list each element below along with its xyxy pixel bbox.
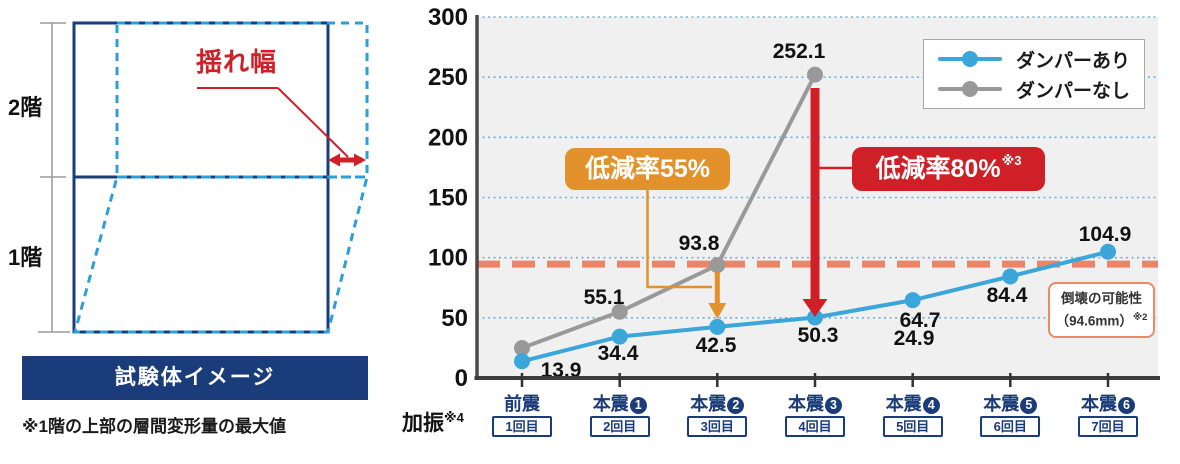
x-category-name: 本震 4 [865,390,961,414]
data-point [514,340,530,357]
circled-number-icon: 4 [922,397,940,414]
reduction-80-text: 低減率80% [875,155,1001,183]
data-point [904,292,921,309]
chart-panel: 24.9 55.1 93.8 252.1 13.9 34.4 42.5 50.3 64.7 84.… [400,0,1180,464]
circled-number-icon: 2 [727,397,745,414]
circled-number-icon: 3 [825,397,842,414]
data-point [611,328,628,345]
reduction-55-text: 低減率55% [584,155,711,183]
collapse-note-line1: 倒壊の可能性 [1061,291,1142,306]
reduction-80-badge: 低減率80% ※3 [852,147,1045,191]
x-caption-text: 加振 [402,412,444,435]
without-damper-dot-icon [962,81,978,97]
with-damper-line-sample [938,51,1002,67]
svg-text:93.8: 93.8 [679,232,720,255]
x-category-name: 本震 5 [962,390,1058,414]
x-category-3: 本震 2 3回目 [669,390,765,437]
trial-count-box: 6回目 [980,416,1041,437]
data-point [807,309,823,326]
data-point [709,257,726,274]
series-with-damper [514,243,1116,370]
specimen-banner: 試験体イメージ [22,356,368,400]
trial-count-box: 1回目 [492,416,552,437]
x-category-name: 本震 2 [669,390,765,414]
without-damper-line-sample [938,81,1002,97]
svg-text:200: 200 [428,124,468,151]
reduction-80-note: ※3 [1001,153,1022,168]
trial-count-box: 7回目 [1078,416,1138,437]
circled-number-icon: 1 [629,397,647,414]
svg-text:50.3: 50.3 [798,324,839,347]
trial-count-box: 4回目 [785,416,845,437]
svg-text:100: 100 [428,245,468,272]
data-point [807,66,823,83]
reduction-80-arrow [802,88,853,317]
svg-text:104.9: 104.9 [1079,223,1132,246]
svg-text:34.4: 34.4 [598,342,639,365]
specimen-footnote: ※1階の上部の層間変形量の最大値 [22,417,286,436]
svg-text:24.9: 24.9 [894,327,935,350]
svg-text:50: 50 [441,305,468,332]
data-point [709,318,726,335]
svg-text:42.5: 42.5 [696,334,737,357]
x-category-name: 本震 6 [1060,390,1156,414]
chart-legend: ダンパーあり ダンパーなし [923,39,1145,109]
circled-number-icon: 6 [1118,397,1135,414]
svg-text:84.4: 84.4 [987,284,1028,307]
data-point [1002,268,1019,285]
x-category-name: 前震 [504,394,540,414]
specimen-panel: 2階 1階 揺れ幅 試験体イメージ ※1階の上部の層間変形量の最大値 [0,0,400,464]
x-category-5: 本震 4 5回目 [865,390,961,437]
x-category-name: 本震 3 [767,390,863,414]
svg-text:252.1: 252.1 [773,40,826,63]
svg-text:150: 150 [428,185,468,212]
data-point [611,303,628,320]
trial-count-box: 3回目 [687,416,748,437]
legend-label: ダンパーなし [1016,80,1131,102]
svg-text:300: 300 [428,4,468,31]
x-category-name: 本震 1 [572,390,668,414]
x-category-7: 本震 6 7回目 [1060,390,1156,437]
specimen-diagram [38,21,369,334]
svg-text:0: 0 [455,365,468,392]
axes [474,15,1160,387]
x-category-6: 本震 5 6回目 [962,390,1058,437]
x-category-4: 本震 3 4回目 [767,390,863,437]
legend-item-with-damper: ダンパーあり [938,46,1144,72]
with-damper-dot-icon [962,51,978,67]
collapse-note-line2: （94.6mm） [1055,313,1133,329]
x-category-1: 前震 1回目 [474,390,570,437]
sway-width-label: 揺れ幅 [196,47,278,77]
reduction-55-arrow [646,190,727,319]
collapse-threshold-note: 倒壊の可能性 （94.6mm）※2 [1048,282,1155,338]
x-category-2: 本震 1 2回目 [572,390,668,437]
data-point [1100,243,1116,260]
legend-item-without-damper: ダンパーなし [938,76,1144,102]
trial-count-box: 2回目 [589,416,650,437]
svg-text:55.1: 55.1 [584,286,625,309]
reduction-55-badge: 低減率55% [565,148,730,190]
sway-annotation [197,87,366,167]
svg-text:250: 250 [428,64,468,91]
x-axis-caption: 加振※4 [402,407,464,437]
floor1-label: 1階 [8,245,43,270]
x-caption-note: ※4 [444,410,464,425]
floor2-label: 2階 [8,95,43,120]
deformed-frame [73,21,369,334]
trial-count-box: 5回目 [882,416,943,437]
series-without-damper [514,66,823,357]
svg-text:64.7: 64.7 [900,309,941,332]
collapse-note-ref: ※2 [1132,311,1148,323]
height-bracket [38,22,70,333]
y-axis-labels: 0 50 100 150 200 250 300 [428,4,468,392]
circled-number-icon: 5 [1020,397,1038,414]
legend-label: ダンパーあり [1016,50,1131,72]
data-point [514,353,530,370]
